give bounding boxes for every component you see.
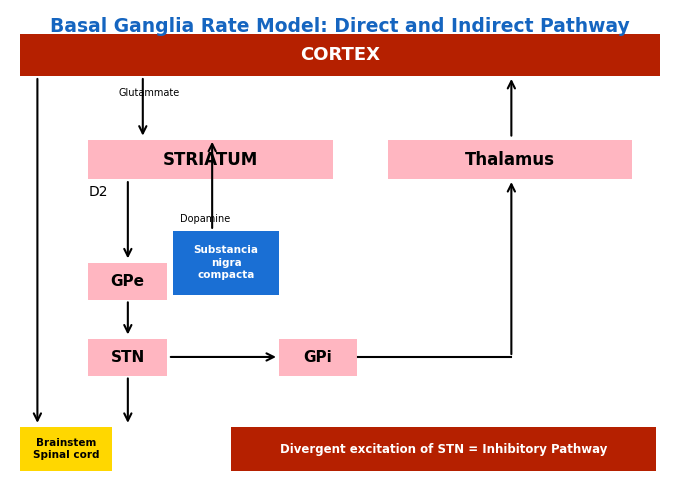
FancyBboxPatch shape xyxy=(20,34,660,76)
Text: GPe: GPe xyxy=(110,273,144,289)
Text: STN: STN xyxy=(110,350,145,365)
FancyBboxPatch shape xyxy=(20,427,112,471)
Text: Substancia
nigra
compacta: Substancia nigra compacta xyxy=(194,246,258,280)
Text: Dopamine: Dopamine xyxy=(180,215,231,224)
Text: Brainstem
Spinal cord: Brainstem Spinal cord xyxy=(33,438,99,461)
Text: GPi: GPi xyxy=(303,350,333,365)
FancyBboxPatch shape xyxy=(388,140,632,179)
Text: D2: D2 xyxy=(88,186,108,199)
FancyBboxPatch shape xyxy=(279,339,357,376)
Text: Glutammate: Glutammate xyxy=(119,88,180,98)
Text: STRIATUM: STRIATUM xyxy=(163,151,258,168)
FancyBboxPatch shape xyxy=(173,231,279,295)
Text: Basal Ganglia Rate Model: Direct and Indirect Pathway: Basal Ganglia Rate Model: Direct and Ind… xyxy=(50,17,630,36)
FancyBboxPatch shape xyxy=(88,140,333,179)
FancyBboxPatch shape xyxy=(231,427,656,471)
FancyBboxPatch shape xyxy=(88,263,167,300)
Text: CORTEX: CORTEX xyxy=(300,46,380,64)
Text: Thalamus: Thalamus xyxy=(465,151,555,168)
FancyBboxPatch shape xyxy=(88,339,167,376)
Text: Divergent excitation of STN = Inhibitory Pathway: Divergent excitation of STN = Inhibitory… xyxy=(280,443,607,456)
